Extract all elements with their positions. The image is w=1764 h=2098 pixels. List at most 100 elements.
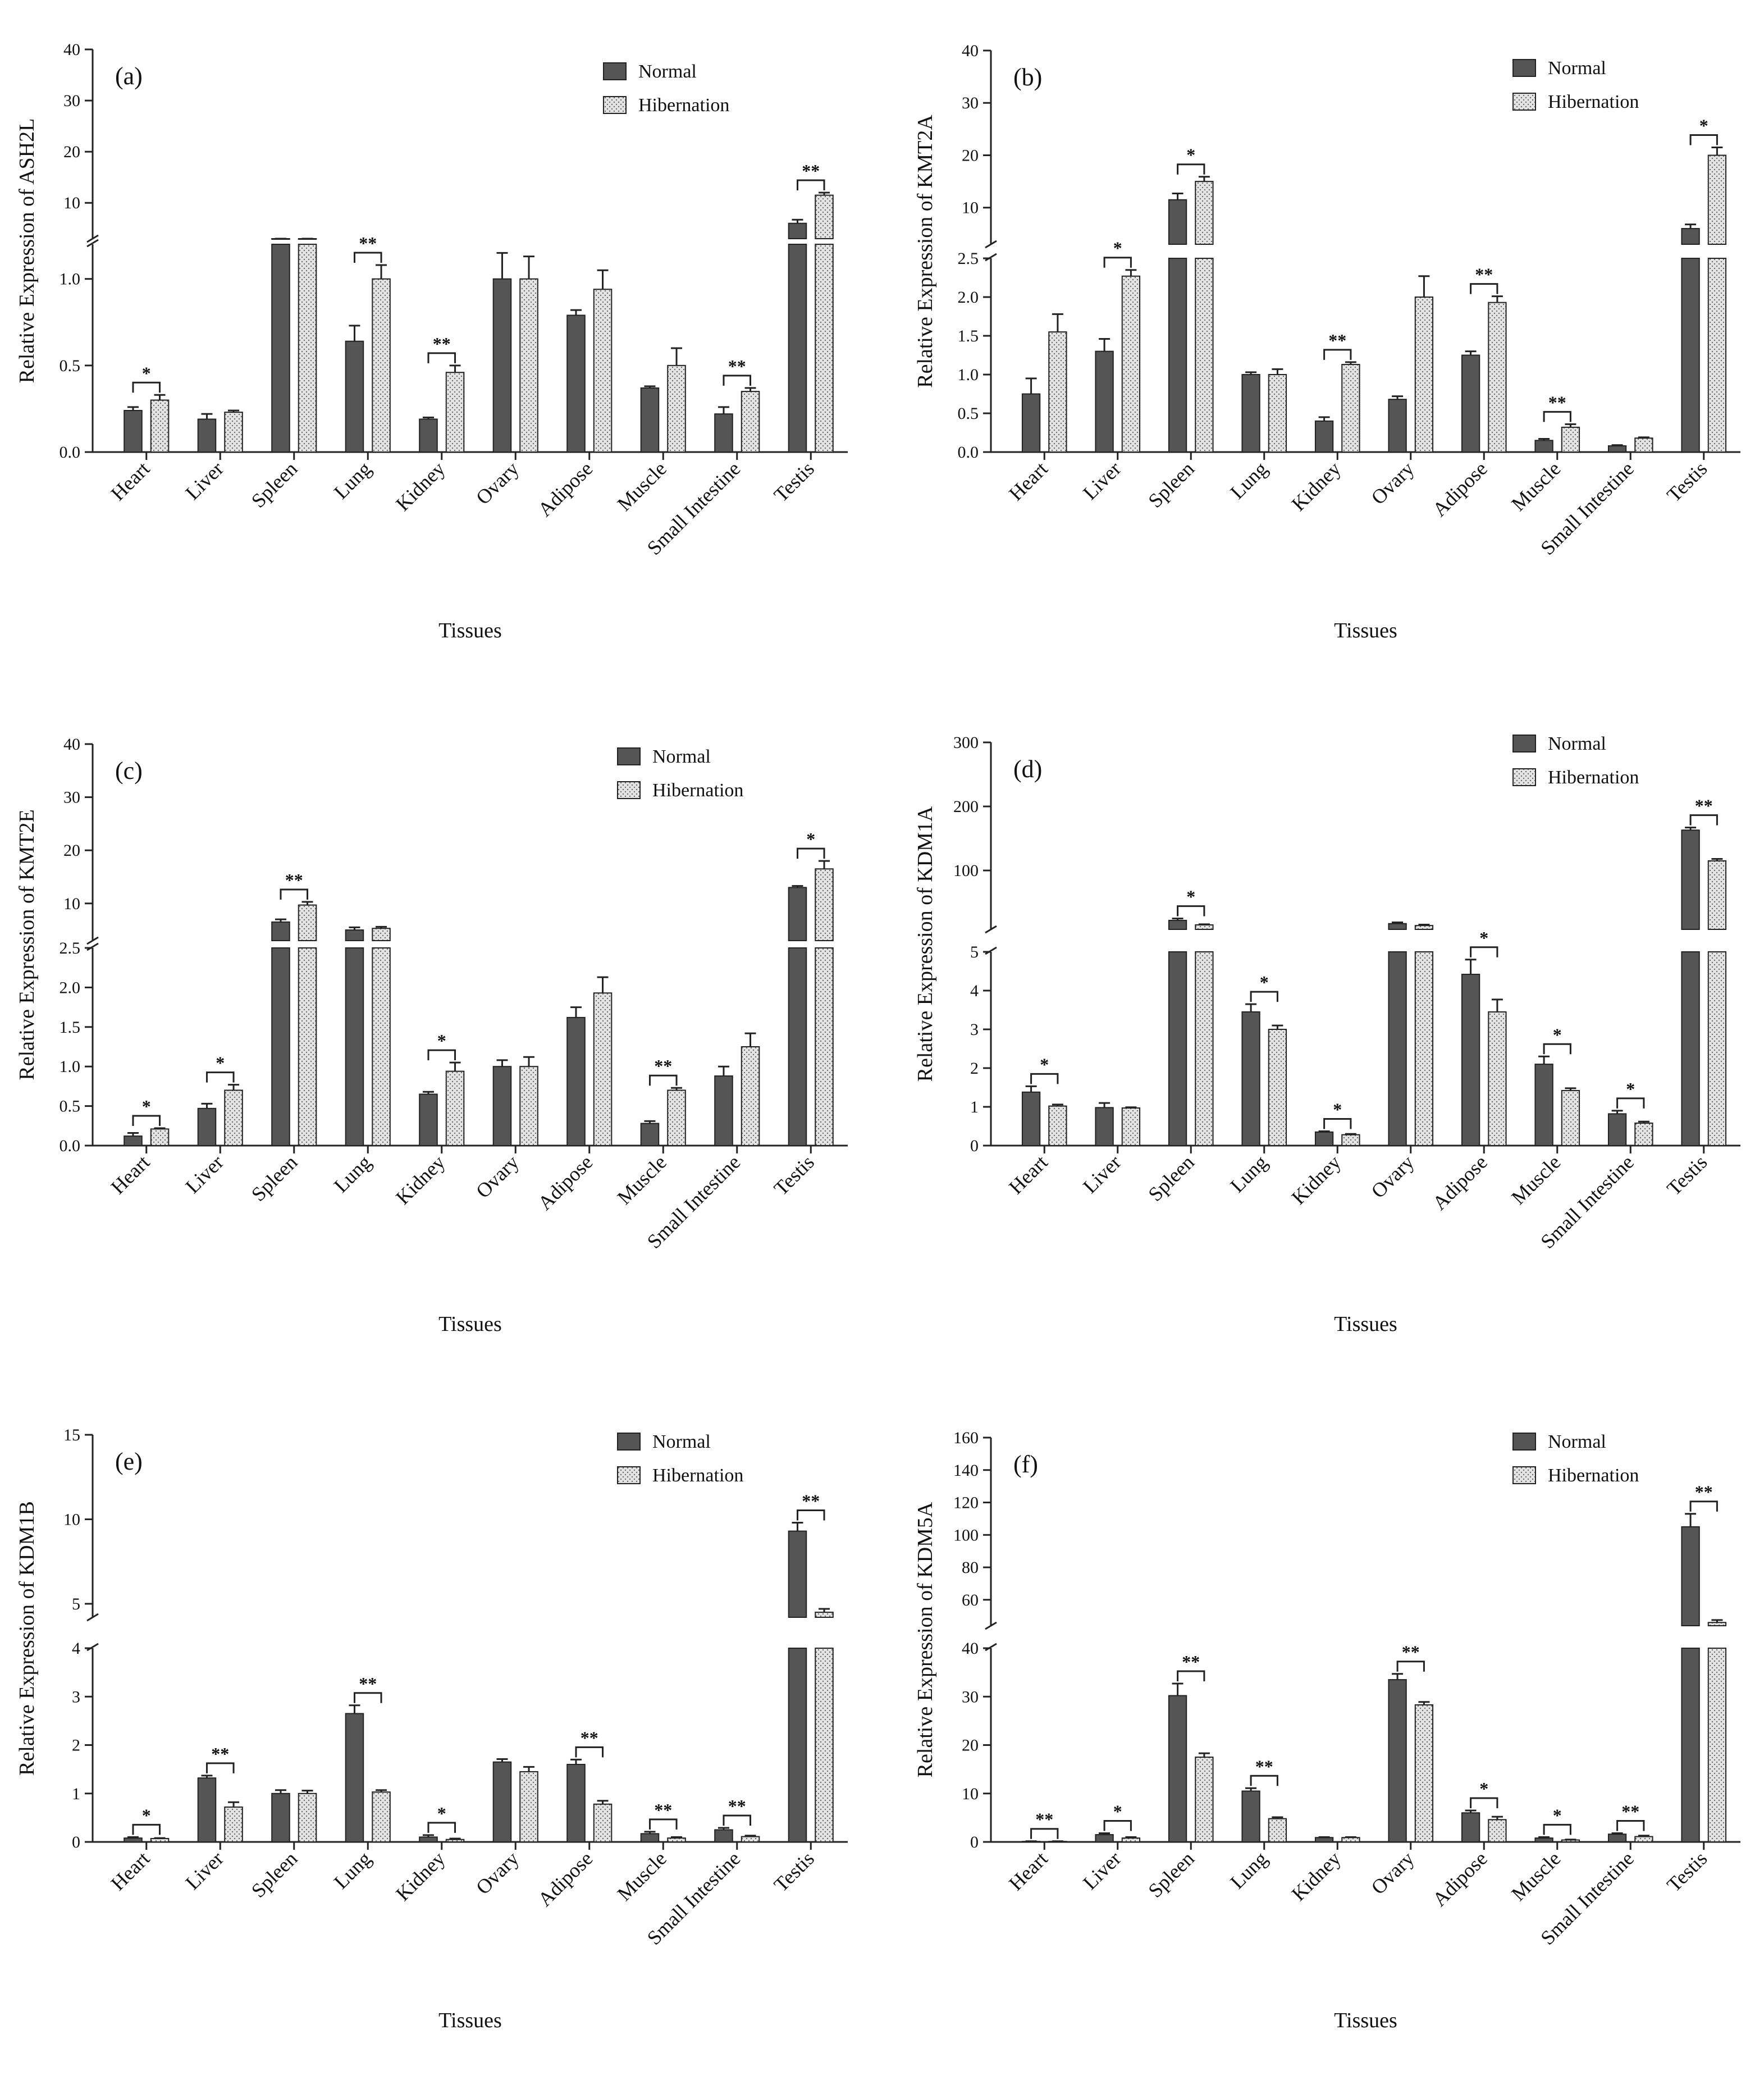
- bar-hibernation: [1707, 860, 1727, 931]
- x-tick-label: Ovary: [1367, 1151, 1419, 1202]
- x-tick-label: Ovary: [472, 1151, 523, 1202]
- x-tick-label: Adipose: [533, 1847, 597, 1910]
- bar-normal: [1314, 1131, 1334, 1146]
- bar-normal: [345, 929, 364, 941]
- significance-marker: **: [1475, 264, 1493, 285]
- significance-marker: *: [1479, 928, 1488, 948]
- bar-hibernation: [593, 289, 613, 453]
- y-axis-title: Relative Expression of KDM5A: [913, 1502, 937, 1777]
- panel-label: (a): [115, 62, 143, 90]
- significance-marker: **: [581, 1727, 598, 1748]
- bar-hibernation: [667, 1837, 686, 1843]
- significance-marker: *: [1186, 145, 1195, 165]
- significance-bracket: [1030, 1073, 1059, 1084]
- y-tick-label: 1: [970, 1098, 979, 1116]
- legend-label-normal: Normal: [1548, 1431, 1606, 1452]
- significance-marker: **: [728, 1796, 746, 1816]
- y-tick-label: 300: [953, 733, 979, 752]
- bar-normal: [1681, 258, 1700, 453]
- significance-marker: **: [1328, 330, 1346, 350]
- axis-break-mark: [86, 234, 99, 243]
- x-tick-label: Heart: [107, 457, 154, 505]
- significance-bracket: [1543, 1043, 1571, 1055]
- bar-normal: [640, 387, 660, 453]
- axis-break-mark: [985, 946, 997, 955]
- axis-break-mark: [86, 942, 99, 951]
- bar-normal: [492, 278, 512, 453]
- bar-normal: [714, 1075, 733, 1146]
- significance-marker: **: [654, 1056, 672, 1076]
- legend-swatch-hibernation: [603, 96, 627, 114]
- bar-normal: [1461, 354, 1480, 453]
- significance-marker: **: [359, 233, 377, 253]
- y-tick-label: 15: [63, 1426, 80, 1444]
- significance-bracket: [1470, 1797, 1498, 1808]
- bar-hibernation: [1488, 1011, 1507, 1146]
- x-tick-label: Lung: [1226, 457, 1272, 503]
- legend-label-hibernation: Hibernation: [1548, 92, 1639, 112]
- legend-swatch-normal: [617, 747, 641, 765]
- legend-label-hibernation: Hibernation: [1548, 767, 1639, 788]
- bar-hibernation: [1195, 258, 1214, 453]
- significance-bracket: [1396, 1661, 1425, 1672]
- bar-hibernation: [815, 868, 834, 941]
- y-tick-label: 100: [953, 1526, 979, 1544]
- bar-hibernation: [1561, 426, 1580, 453]
- significance-bracket: [1616, 1819, 1645, 1831]
- y-tick-label: 0.0: [958, 443, 979, 462]
- legend-swatch-normal: [1512, 1433, 1536, 1451]
- bar-hibernation: [667, 1089, 686, 1146]
- bar-hibernation: [815, 1611, 834, 1618]
- x-axis-title: Tissues: [438, 619, 502, 642]
- x-tick-label: Kidney: [1287, 1847, 1345, 1905]
- bar-hibernation: [815, 947, 834, 1146]
- bar-normal: [1095, 350, 1114, 453]
- y-tick-label: 200: [953, 797, 979, 816]
- bar-normal: [492, 1761, 512, 1842]
- bar-hibernation: [372, 278, 391, 453]
- bar-normal: [714, 413, 733, 453]
- y-tick-label: 0.0: [60, 443, 81, 462]
- significance-marker: **: [802, 161, 820, 181]
- x-tick-label: Adipose: [1428, 1151, 1492, 1214]
- significance-marker: *: [1260, 972, 1269, 992]
- y-tick-label: 0: [970, 1137, 979, 1155]
- y-tick-label: 20: [63, 143, 80, 161]
- axis-break-mark: [86, 1643, 99, 1652]
- y-tick-label: 30: [962, 1687, 979, 1706]
- x-tick-label: Spleen: [1144, 457, 1199, 512]
- x-tick-label: Heart: [1004, 1151, 1052, 1198]
- legend-swatch-hibernation: [1512, 768, 1536, 786]
- y-tick-label: 40: [63, 40, 80, 59]
- legend-swatch-hibernation: [1512, 93, 1536, 111]
- bar-hibernation: [298, 244, 317, 453]
- significance-bracket: [796, 1509, 825, 1521]
- axis-break-mark: [985, 1621, 997, 1630]
- significance-bracket: [1323, 1118, 1352, 1129]
- x-tick-label: Ovary: [1367, 1847, 1419, 1899]
- x-tick-label: Adipose: [533, 457, 597, 521]
- x-tick-label: Lung: [330, 1847, 376, 1893]
- legend-swatch-hibernation: [617, 1466, 641, 1484]
- significance-marker: **: [285, 870, 303, 890]
- legend-swatch-normal: [1512, 735, 1536, 752]
- y-tick-label: 10: [962, 1785, 979, 1803]
- legend-label-normal: Normal: [652, 1431, 711, 1452]
- significance-marker: **: [1695, 796, 1713, 816]
- bar-normal: [1534, 1064, 1553, 1146]
- significance-bracket: [1177, 1670, 1205, 1681]
- bar-hibernation: [150, 1128, 170, 1147]
- legend-label-normal: Normal: [1548, 58, 1606, 79]
- bar-normal: [1534, 440, 1553, 453]
- axis-break-mark: [86, 239, 99, 248]
- y-tick-label: 40: [962, 1639, 979, 1658]
- significance-bracket: [1323, 349, 1352, 360]
- y-tick-label: 2: [72, 1736, 80, 1755]
- bar-hibernation: [741, 391, 760, 453]
- significance-bracket: [1177, 905, 1205, 916]
- y-tick-label: 40: [63, 735, 80, 754]
- bar-hibernation: [224, 1089, 243, 1146]
- bar-normal: [1241, 1790, 1260, 1842]
- significance-marker: *: [1040, 1054, 1049, 1074]
- panel-label: (b): [1013, 63, 1042, 91]
